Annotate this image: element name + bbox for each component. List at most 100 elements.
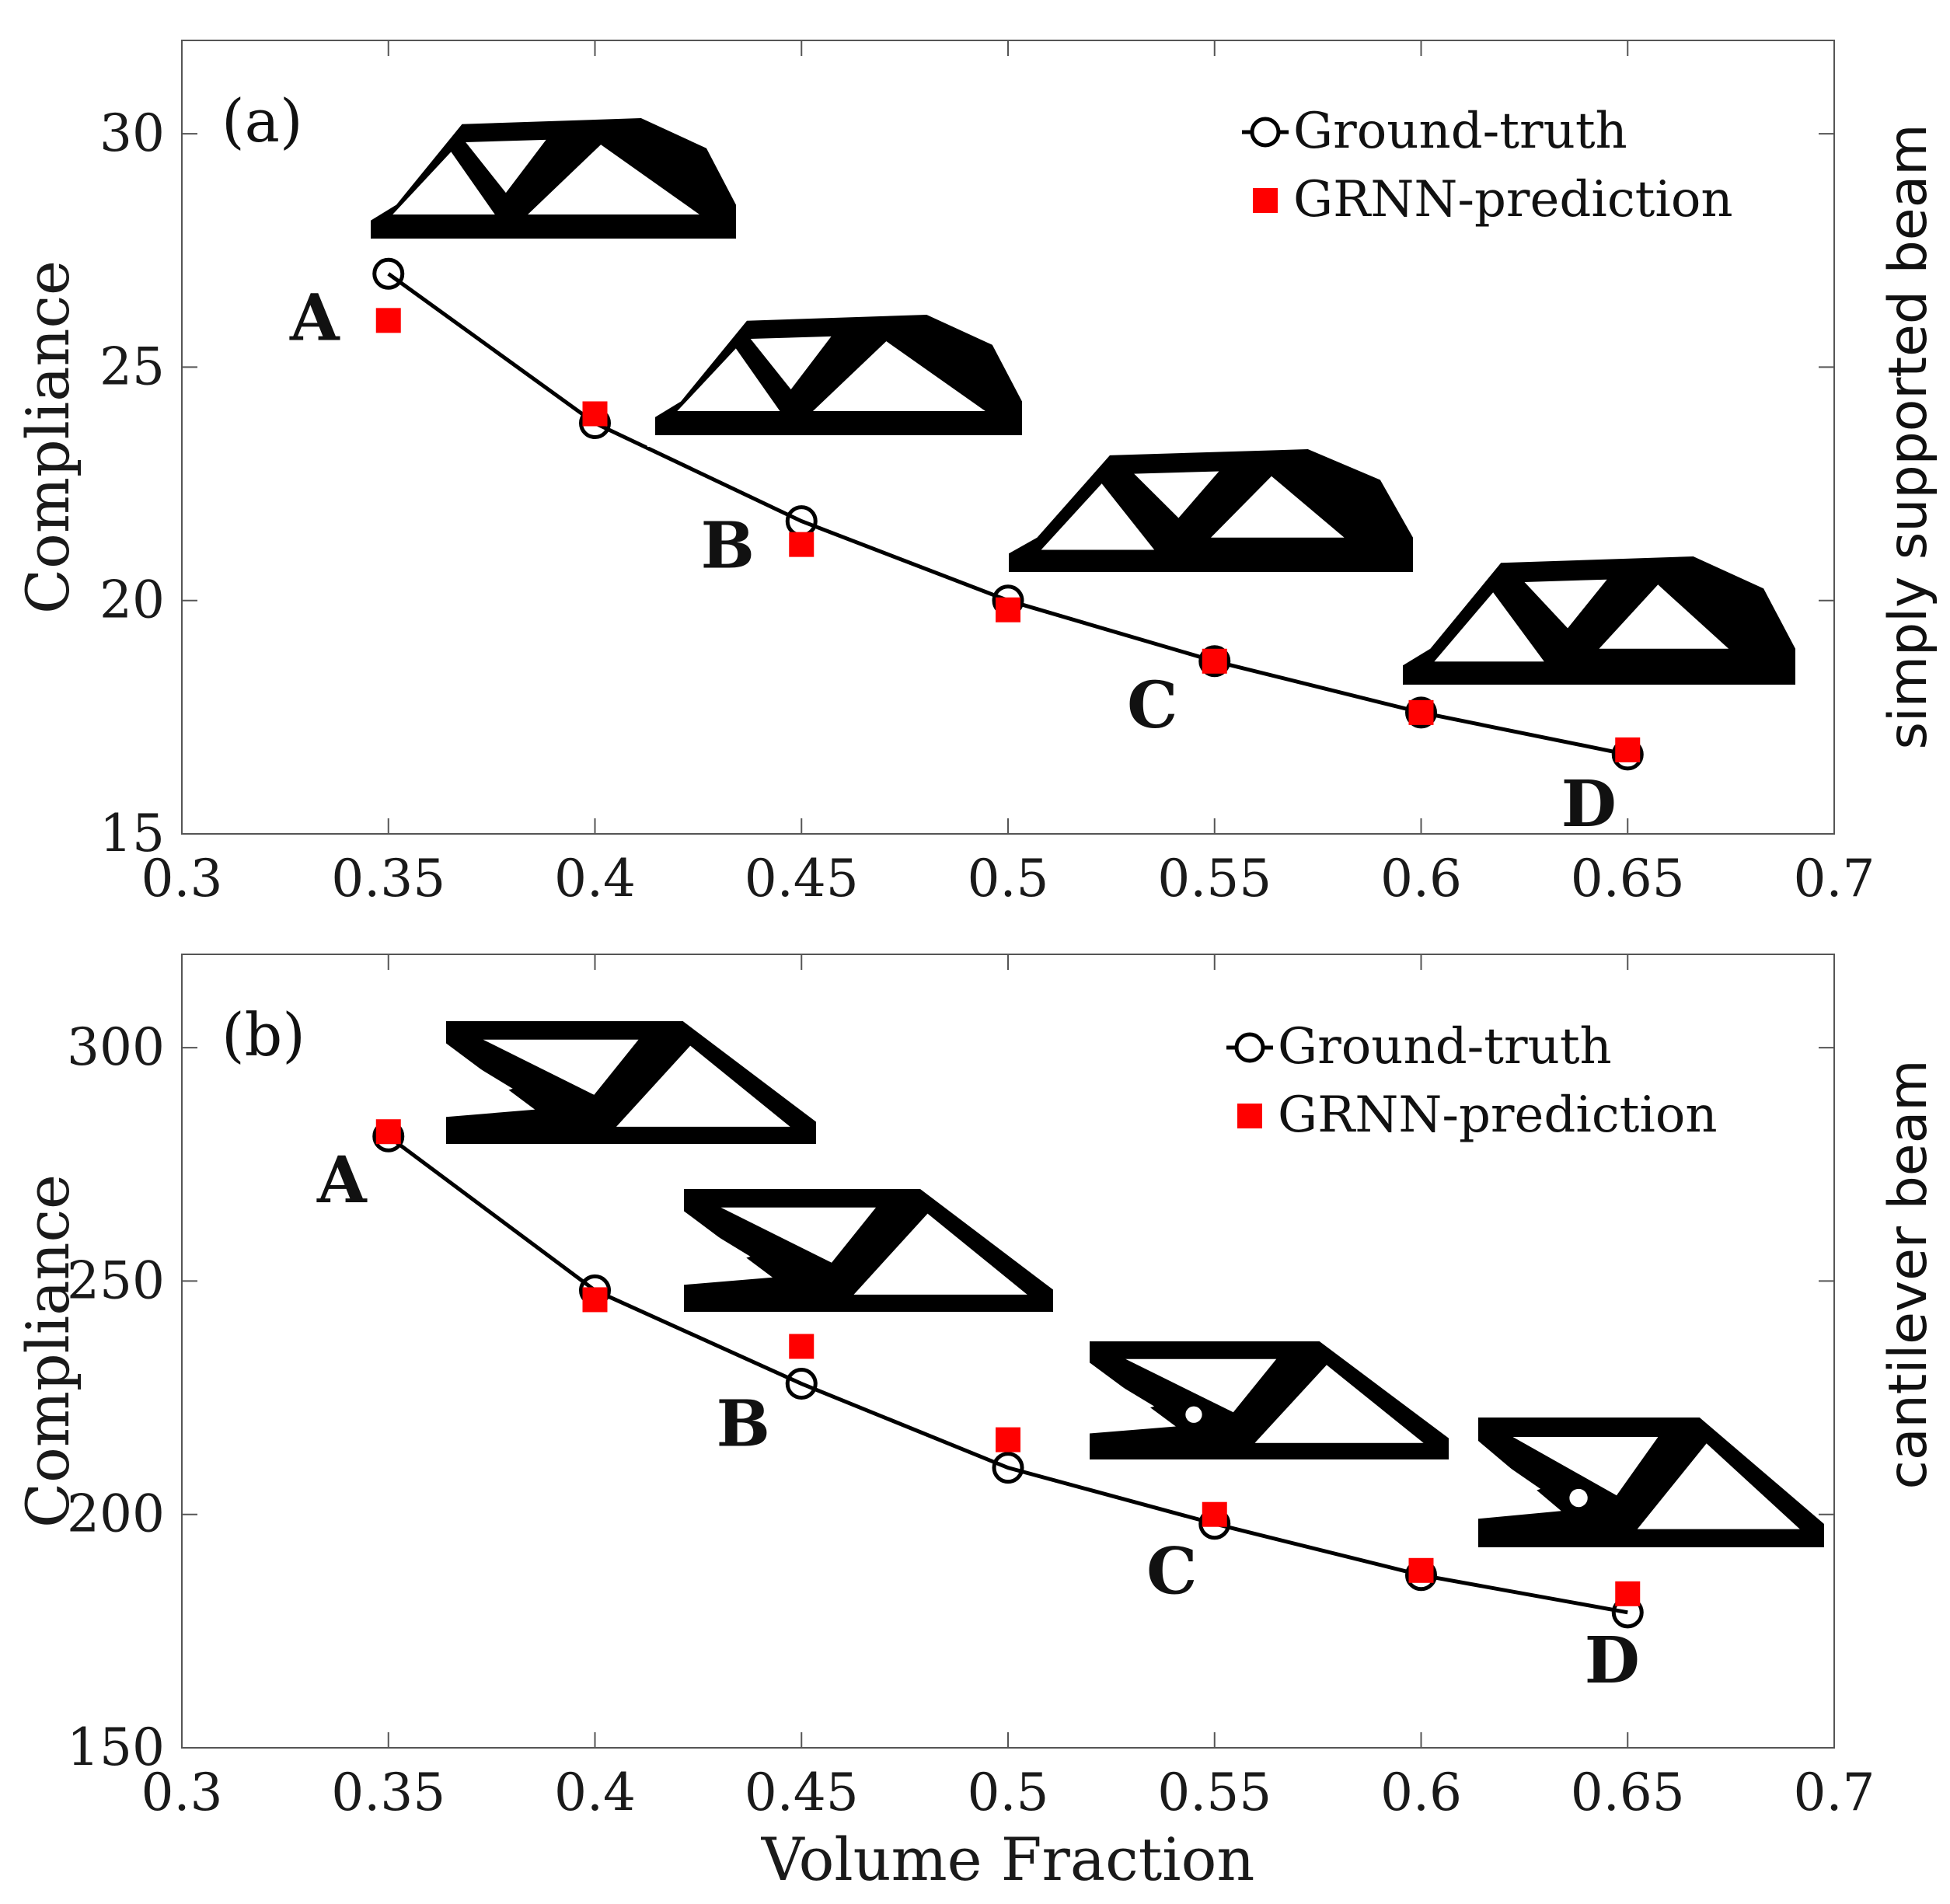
y-axis-title: Compliance: [13, 1174, 82, 1528]
legend-label-prediction: GRNN-prediction: [1293, 171, 1733, 228]
structure-hole: [1569, 1488, 1588, 1508]
structure-hole: [684, 1215, 751, 1278]
line-gap: [647, 424, 655, 447]
y-tick-label: 250: [67, 1250, 165, 1310]
legend-marker-square: [1237, 1104, 1262, 1128]
topology-structure-2: [655, 315, 1022, 435]
x-tick-label: 0.35: [331, 849, 445, 908]
legend-label-prediction: GRNN-prediction: [1278, 1086, 1718, 1144]
structure-hole: [1041, 483, 1155, 550]
structure-hole: [1478, 1445, 1541, 1512]
structure-hole: [528, 145, 699, 214]
structure-hole: [392, 152, 495, 214]
legend: Ground-truth GRNN-prediction: [1242, 103, 1733, 228]
prediction-point: [1615, 737, 1641, 762]
x-tick-label: 0.6: [1380, 849, 1462, 908]
ground-truth-point: [1405, 696, 1437, 729]
structure-hole: [812, 341, 985, 411]
x-tick-label: 0.35: [331, 1763, 445, 1822]
chart-root: 0.3 0.35 0.4 0.45 0.5 0.55 0.6 0.65 0.7 15 20 25 30 C…: [13, 40, 1939, 1894]
structure-hole: [1090, 1367, 1155, 1427]
ground-truth-point: [785, 1368, 818, 1400]
structure-hole: [1185, 1406, 1202, 1423]
structure-hole: [853, 1213, 1027, 1295]
prediction-point: [1615, 1581, 1641, 1606]
x-tick-label: 0.5: [968, 1763, 1049, 1822]
y-tick-label: 300: [67, 1017, 165, 1077]
prediction-point: [996, 597, 1020, 622]
structure-hole: [1599, 584, 1729, 649]
x-axis-title: Volume Fraction: [761, 1825, 1255, 1894]
structure-hole: [1125, 1358, 1277, 1413]
x-tick-label: 0.4: [554, 849, 636, 908]
legend-marker-square: [1253, 188, 1278, 213]
y-tick-label: 150: [67, 1717, 165, 1777]
structure-hole: [1211, 476, 1345, 538]
side-title: simply supported beam: [1878, 124, 1939, 749]
topology-structure-1: [446, 1021, 816, 1144]
y-tick-label: 15: [99, 804, 165, 863]
x-tick-label: 0.7: [1794, 849, 1875, 908]
legend-marker-circle: [1234, 1032, 1265, 1063]
structure-hole: [1637, 1443, 1800, 1529]
topology-structure-3: [1090, 1341, 1449, 1459]
legend: Ground-truth GRNN-prediction: [1226, 1018, 1718, 1144]
prediction-point: [1202, 648, 1227, 674]
prediction-point: [789, 1334, 815, 1359]
point-label-c: C: [1146, 1535, 1197, 1609]
x-tick-label: 0.3: [141, 1763, 223, 1822]
x-tick-label: 0.45: [745, 849, 859, 908]
chart-panel-a: 0.3 0.35 0.4 0.45 0.5 0.55 0.6 0.65 0.7 15 20 25 30 C…: [13, 40, 1939, 908]
structure-hole: [750, 336, 832, 390]
structure-hole: [677, 348, 780, 411]
point-label-a: A: [289, 281, 340, 355]
ground-truth-point: [992, 1452, 1024, 1484]
x-tick-label: 0.5: [968, 849, 1049, 908]
topology-structure-2: [684, 1189, 1053, 1312]
legend-label-ground-truth: Ground-truth: [1278, 1018, 1612, 1076]
point-label-a: A: [316, 1143, 368, 1218]
structure-hole: [483, 1039, 639, 1095]
y-axis-title: Compliance: [13, 260, 82, 614]
prediction-point: [1408, 699, 1434, 725]
topology-structure-1: [371, 118, 736, 239]
structure-hole: [1524, 579, 1607, 629]
prediction-point: [375, 308, 401, 333]
prediction-point: [582, 401, 608, 427]
ground-truth-point: [1198, 645, 1231, 678]
point-label-d: D: [1561, 767, 1617, 842]
y-tick-label: 200: [67, 1484, 165, 1544]
panel-label: (a): [222, 86, 303, 155]
x-tick-label: 0.65: [1571, 849, 1685, 908]
topology-structure-3: [1009, 449, 1413, 572]
x-tick-label: 0.3: [141, 849, 223, 908]
point-label-b: B: [717, 1387, 770, 1462]
structure-hole: [446, 1048, 513, 1110]
prediction-point: [375, 1119, 401, 1145]
topology-structure-4: [1403, 556, 1795, 685]
y-tick-label: 25: [99, 337, 165, 396]
x-tick-label: 0.4: [554, 1763, 636, 1822]
structure-hole: [466, 139, 546, 194]
x-tick-label: 0.55: [1157, 1763, 1272, 1822]
x-tick-label: 0.55: [1157, 849, 1272, 908]
x-tick-label: 0.65: [1571, 1763, 1685, 1822]
topology-structure-4: [1478, 1418, 1824, 1547]
prediction-point: [996, 1427, 1020, 1452]
x-tick-label: 0.45: [745, 1763, 859, 1822]
legend-label-ground-truth: Ground-truth: [1293, 103, 1627, 160]
chart-panel-b: 0.3 0.35 0.4 0.45 0.5 0.55 0.6 0.65 0.7 150 200 250…: [13, 954, 1939, 1894]
structure-hole: [1434, 592, 1544, 662]
prediction-point: [1202, 1501, 1227, 1527]
panel-label: (b): [222, 1000, 305, 1069]
point-label-d: D: [1585, 1623, 1640, 1698]
side-title: cantilever beam: [1878, 1060, 1939, 1490]
structure-hole: [1512, 1437, 1659, 1496]
point-label-b: B: [701, 509, 755, 584]
x-tick-label: 0.7: [1794, 1763, 1875, 1822]
structure-hole: [616, 1045, 790, 1127]
y-tick-label: 30: [99, 103, 165, 163]
x-tick-label: 0.6: [1380, 1763, 1462, 1822]
prediction-point: [582, 1287, 608, 1313]
